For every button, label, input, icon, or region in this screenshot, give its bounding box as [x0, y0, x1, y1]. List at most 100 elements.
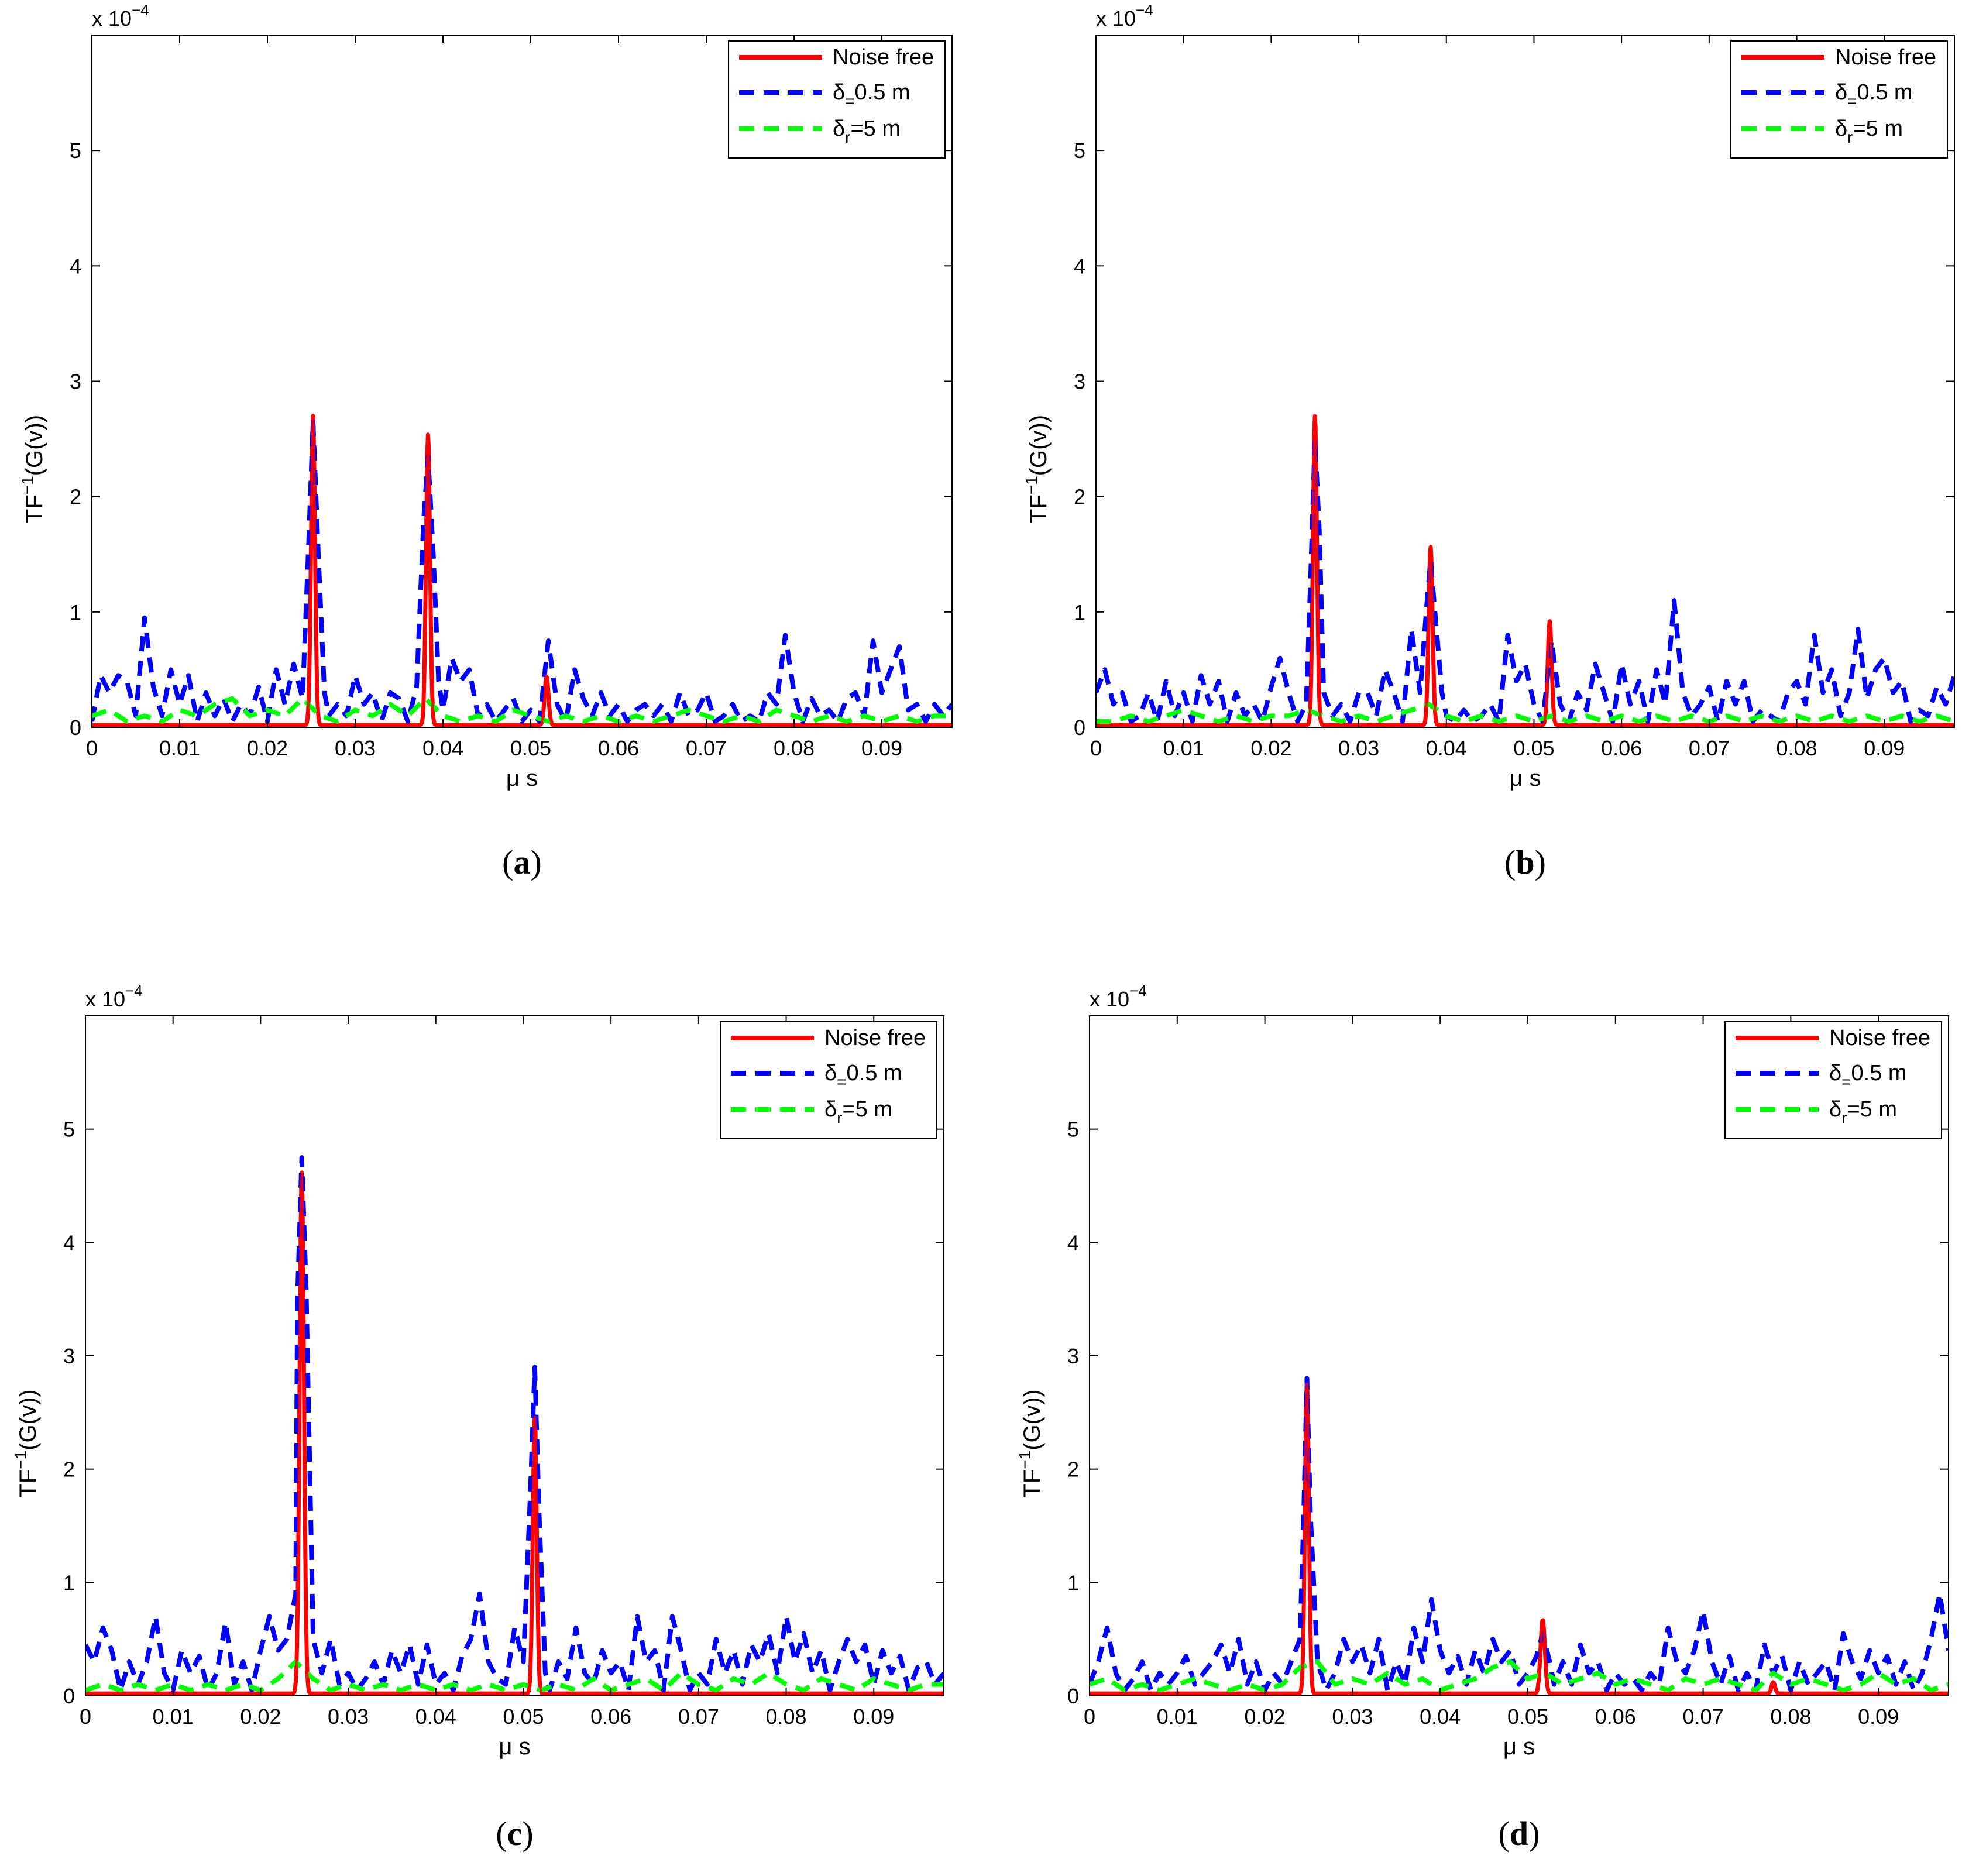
chart-panel-a: 0 0.01 0.02 0.03 0.04 0.05 0.06 0.07 0.08 0.09 0 1 2… — [18, 1, 953, 881]
x-tick-label: 0.01 — [1157, 1705, 1198, 1729]
legend-symbol: δ — [824, 1061, 837, 1085]
exponent-power: −4 — [1129, 982, 1147, 999]
legend-subscript: = — [1841, 1073, 1851, 1091]
series-delta-05m-line — [1096, 437, 1954, 724]
y-tick-label: 0 — [1067, 1684, 1079, 1708]
legend-entry-delta-05m: δ=0.5 m — [1736, 1061, 1907, 1091]
legend-box — [1724, 1021, 1942, 1139]
x-tick-label: 0.01 — [159, 736, 200, 760]
legend-label: Noise free — [833, 45, 934, 70]
y-label-rest: (G(v)) — [1026, 415, 1052, 476]
y-tick-label: 4 — [70, 254, 81, 278]
series-delta-05m-line — [85, 1155, 944, 1693]
y-tick-label: 0 — [70, 716, 81, 740]
legend-entry-delta-r-5m: δr=5 m — [1736, 1097, 1897, 1127]
series-delta-r-5m-line — [1096, 702, 1954, 724]
x-tick-label: 0.05 — [510, 736, 551, 760]
series-delta-05m-line — [92, 419, 952, 724]
x-tick-label: 0.05 — [1507, 1705, 1548, 1729]
legend-label: Noise free — [1829, 1026, 1930, 1050]
x-tick-label: 0.08 — [766, 1705, 807, 1729]
y-tick-label: 5 — [1067, 1118, 1079, 1142]
y-tick-label: 3 — [1074, 370, 1085, 394]
legend-value: =5 m — [842, 1097, 892, 1122]
y-tick-label: 1 — [70, 600, 81, 624]
chart-panel-c: 0 0.01 0.02 0.03 0.04 0.05 0.06 0.07 0.08 0.09 0 1 2… — [12, 982, 944, 1853]
legend-label: δ=0.5 m — [833, 80, 910, 110]
y-tick-label: 4 — [1074, 254, 1085, 278]
legend-value: 0.5 m — [855, 80, 910, 105]
series-noise-free-overlay — [1090, 1383, 1949, 1695]
y-tick-label: 1 — [1074, 600, 1085, 624]
x-tick-label: 0.05 — [1513, 736, 1554, 760]
x-tick-label: 0.01 — [1163, 736, 1204, 760]
panel-caption: (d) — [1499, 1815, 1540, 1853]
x-tick-label: 0.07 — [1683, 1705, 1724, 1729]
legend-value: =5 m — [1853, 116, 1903, 141]
caption-close: ) — [531, 843, 542, 881]
y-label-rest: (G(v)) — [15, 1389, 41, 1450]
legend-subscript: r — [1847, 128, 1853, 146]
x-tick-label: 0.05 — [503, 1705, 544, 1729]
legend-box — [1730, 40, 1948, 159]
x-tick-label: 0.06 — [1595, 1705, 1636, 1729]
legend-entry-delta-r-5m: δr=5 m — [1741, 116, 1903, 146]
y-axis-label: TF−1(G(v)) — [12, 1389, 41, 1497]
y-tick-label: 4 — [1067, 1231, 1079, 1255]
series-group — [92, 414, 952, 727]
series-group — [1090, 1376, 1949, 1696]
legend-entry-delta-05m: δ=0.5 m — [731, 1061, 902, 1091]
x-tick-label: 0 — [1084, 1705, 1095, 1729]
panel-caption: (c) — [496, 1815, 533, 1853]
y-axis-label: TF−1(G(v)) — [18, 415, 47, 523]
caption-close: ) — [1535, 843, 1546, 881]
legend-symbol: δ — [824, 1097, 837, 1122]
series-noise-free-overlay — [1096, 416, 1954, 727]
x-tick-label: 0.03 — [328, 1705, 369, 1729]
exponent-power: −4 — [132, 1, 149, 19]
legend-symbol: δ — [1829, 1061, 1841, 1085]
y-tick-label: 5 — [1074, 139, 1085, 163]
x-tick-label: 0.09 — [1858, 1705, 1899, 1729]
legend-symbol: δ — [833, 80, 845, 105]
legend-box — [728, 40, 946, 159]
caption-open: ( — [1504, 843, 1516, 881]
x-tick-label: 0 — [1090, 736, 1102, 760]
legend-subscript: r — [845, 128, 850, 146]
caption-open: ( — [502, 843, 513, 881]
legend-label: δr=5 m — [833, 116, 901, 146]
legend-subscript: = — [845, 92, 854, 110]
caption-close: ) — [1528, 1815, 1540, 1853]
legend-entry-noise-free: Noise free — [1741, 45, 1936, 70]
legend-symbol: δ — [1829, 1097, 1841, 1122]
legend-entry-delta-r-5m: δr=5 m — [739, 116, 901, 146]
y-exponent-label: x 10−4 — [1090, 982, 1147, 1011]
x-tick-label: 0.02 — [240, 1705, 281, 1729]
legend-symbol: δ — [1835, 116, 1847, 141]
y-label-sup: −1 — [1016, 1451, 1034, 1469]
x-tick-label: 0.04 — [1426, 736, 1467, 760]
legend-entry-delta-r-5m: δr=5 m — [731, 1097, 892, 1127]
x-axis-label: μ s — [506, 765, 538, 791]
y-label-rest: (G(v)) — [1019, 1389, 1045, 1450]
y-tick-label: 2 — [1067, 1458, 1079, 1482]
caption-close: ) — [522, 1815, 533, 1853]
x-tick-label: 0.02 — [1245, 1705, 1286, 1729]
series-delta-r-5m-line — [92, 696, 952, 724]
legend: Noise free δ=0.5 m δr=5 m — [1724, 1021, 1942, 1139]
y-label-base: TF — [1026, 494, 1052, 523]
y-tick-label: 0 — [1074, 716, 1085, 740]
x-axis-label: μ s — [499, 1734, 530, 1760]
x-tick-label: 0.07 — [1689, 736, 1730, 760]
y-tick-label: 2 — [63, 1458, 75, 1482]
series-noise-free-overlay — [92, 415, 952, 727]
legend-label: δ=0.5 m — [1829, 1061, 1907, 1091]
y-label-base: TF — [1019, 1469, 1045, 1498]
y-tick-label: 3 — [63, 1344, 75, 1368]
x-tick-label: 0.06 — [1601, 736, 1642, 760]
legend-subscript: = — [1847, 92, 1857, 110]
y-tick-label: 4 — [63, 1231, 75, 1255]
x-tick-label: 0.09 — [861, 736, 902, 760]
